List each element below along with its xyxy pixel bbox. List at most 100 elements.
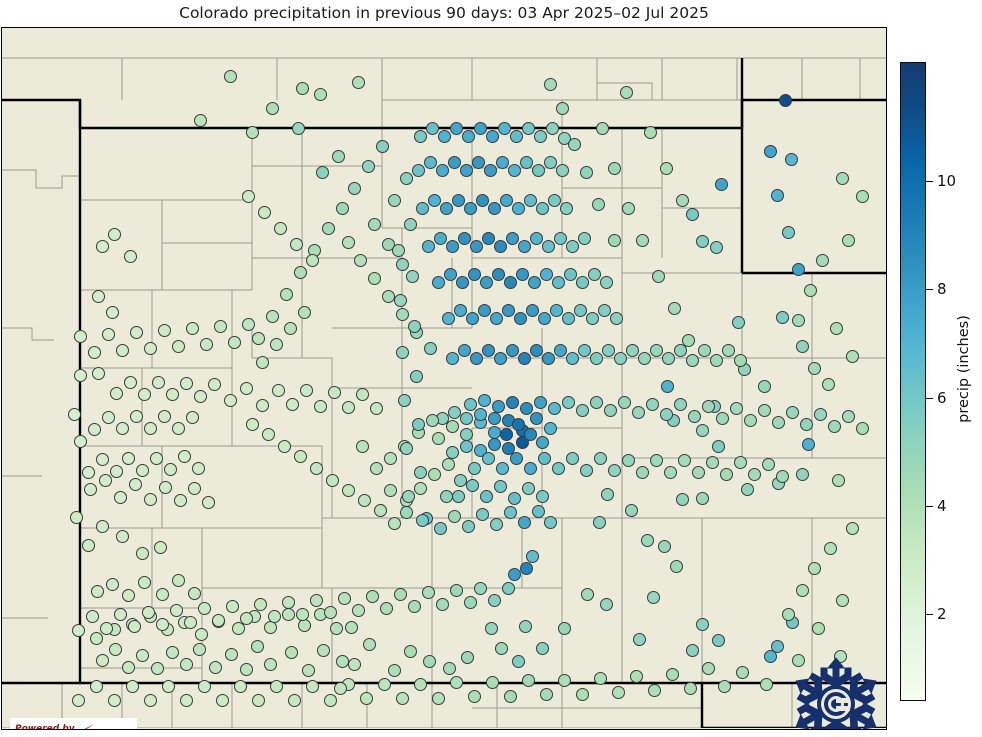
station-point — [369, 461, 383, 475]
station-point — [459, 163, 473, 177]
station-point — [301, 663, 315, 677]
station-point — [543, 77, 557, 91]
station-point — [445, 351, 459, 365]
station-point — [447, 405, 461, 419]
station-point — [158, 480, 172, 494]
station-point — [95, 519, 109, 533]
station-point — [791, 262, 805, 276]
station-point — [431, 691, 445, 705]
station-point — [807, 361, 821, 375]
station-point — [459, 427, 473, 441]
station-point — [771, 415, 785, 429]
station-point — [563, 267, 577, 281]
station-point — [263, 657, 277, 671]
station-point — [71, 623, 85, 637]
station-point — [529, 231, 543, 245]
station-point — [313, 399, 327, 413]
station-point — [223, 69, 237, 83]
station-points-layer — [2, 28, 886, 728]
station-point — [729, 401, 743, 415]
station-point — [593, 451, 607, 465]
station-point — [841, 233, 855, 247]
station-point — [411, 417, 425, 431]
station-point — [157, 323, 171, 337]
station-point — [191, 461, 205, 475]
station-point — [513, 311, 527, 325]
station-point — [781, 607, 795, 621]
station-point — [265, 101, 279, 115]
station-point — [503, 505, 517, 519]
station-point — [67, 407, 81, 421]
station-point — [305, 253, 319, 267]
station-point — [637, 351, 651, 365]
station-point — [823, 541, 837, 555]
station-point — [613, 351, 627, 365]
station-point — [795, 583, 809, 597]
station-point — [395, 307, 409, 321]
station-point — [525, 549, 539, 563]
station-point — [479, 489, 493, 503]
station-point — [685, 207, 699, 221]
station-point — [855, 189, 869, 203]
station-point — [507, 163, 521, 177]
station-point — [409, 369, 423, 383]
station-point — [643, 125, 657, 139]
station-point — [541, 239, 555, 253]
station-point — [289, 237, 303, 251]
station-point — [461, 129, 475, 143]
station-point — [697, 343, 711, 357]
station-point — [509, 129, 523, 143]
station-point — [721, 343, 735, 357]
station-point — [547, 193, 561, 207]
station-point — [477, 303, 491, 317]
station-point — [241, 317, 255, 331]
colorbar-tick-label: 10 — [937, 172, 957, 191]
station-point — [143, 421, 157, 435]
station-point — [463, 201, 477, 215]
station-point — [445, 419, 459, 433]
station-point — [149, 451, 163, 465]
station-point — [473, 407, 487, 421]
station-point — [239, 662, 253, 676]
station-point — [660, 379, 674, 393]
station-point — [521, 121, 535, 135]
station-point — [659, 407, 673, 421]
station-point — [267, 609, 281, 623]
station-point — [557, 131, 571, 145]
station-point — [763, 649, 777, 663]
station-point — [493, 479, 507, 493]
station-point — [351, 603, 365, 617]
station-point — [575, 275, 589, 289]
station-point — [415, 513, 429, 527]
station-point — [284, 645, 298, 659]
station-point — [250, 639, 264, 653]
station-point — [541, 351, 555, 365]
station-point — [489, 517, 503, 531]
station-point — [599, 275, 613, 289]
station-point — [107, 227, 121, 241]
acis-logo: Powered by ACIS Regional Climate Centers — [10, 718, 137, 729]
station-point — [603, 403, 617, 417]
station-point — [455, 275, 469, 289]
station-point — [165, 387, 179, 401]
station-point — [445, 445, 459, 459]
station-point — [473, 121, 487, 135]
station-point — [759, 677, 773, 691]
station-point — [197, 679, 211, 693]
station-point — [619, 85, 633, 99]
station-point — [277, 439, 291, 453]
station-point — [411, 163, 425, 177]
colorbar: 2 4 6 8 10 — [900, 62, 956, 701]
station-point — [770, 639, 784, 653]
station-point — [309, 461, 323, 475]
station-point — [433, 521, 447, 535]
station-point — [128, 477, 142, 491]
station-point — [535, 641, 549, 655]
station-point — [283, 321, 297, 335]
station-point — [529, 411, 543, 425]
station-point — [193, 389, 207, 403]
station-point — [673, 343, 687, 357]
station-point — [393, 293, 407, 307]
station-point — [497, 121, 511, 135]
station-point — [539, 687, 553, 701]
